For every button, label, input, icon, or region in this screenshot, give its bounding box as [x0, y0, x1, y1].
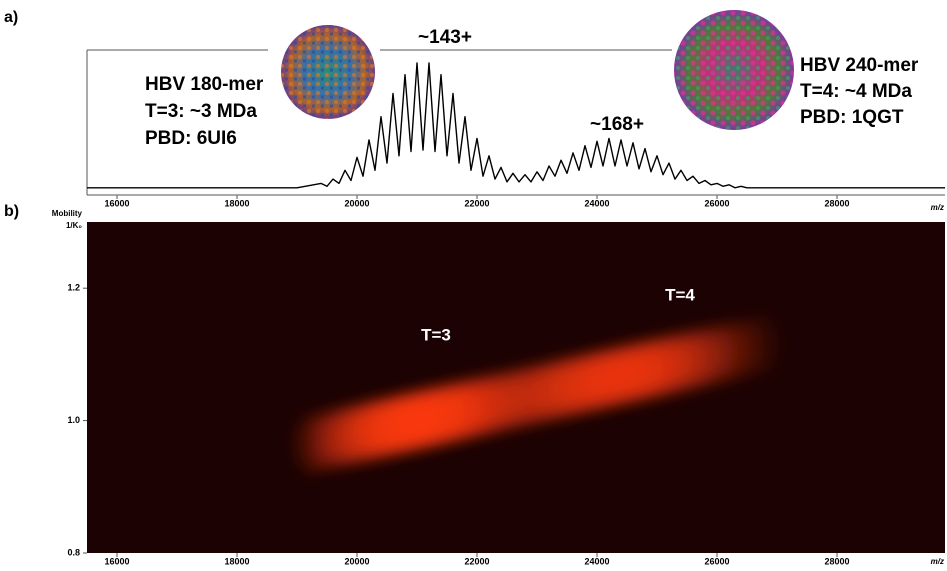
x-tick-label: 22000	[464, 198, 489, 208]
annotation: T=4: ~4 MDa	[800, 81, 912, 102]
annotation: ~168+	[590, 114, 644, 135]
x-tick-label: 24000	[584, 198, 609, 208]
annotation: PBD: 6UI6	[145, 128, 237, 149]
x-tick-label: 20000	[344, 556, 369, 566]
x-tick-label: 26000	[704, 556, 729, 566]
x-axis-label: m/z	[931, 557, 944, 566]
x-tick-label: 28000	[824, 198, 849, 208]
x-tick-label: 28000	[824, 556, 849, 566]
x-tick-label: 22000	[464, 556, 489, 566]
y-axis-label: 1/K₀	[66, 221, 82, 230]
x-tick-label: 26000	[704, 198, 729, 208]
annotation: PBD: 1QGT	[800, 107, 904, 128]
annotation: T=3	[421, 325, 451, 344]
y-axis-label: Mobility	[52, 209, 83, 218]
capsid-texture	[674, 10, 794, 130]
annotation: HBV 240-mer	[800, 55, 919, 76]
annotation: T=4	[665, 285, 695, 304]
density-blob	[745, 314, 779, 374]
annotation: ~143+	[418, 27, 472, 48]
x-tick-label: 18000	[224, 556, 249, 566]
annotation: HBV 180-mer	[145, 74, 264, 95]
figure: a) ~143+ ~168+ HBV 180-mer T=3: ~3 MDa P…	[0, 0, 947, 571]
y-tick-label: 0.8	[67, 547, 80, 557]
x-tick-label: 16000	[104, 198, 129, 208]
x-tick-label: 18000	[224, 198, 249, 208]
x-axis-label: m/z	[931, 203, 944, 212]
panel-label: b)	[4, 203, 19, 220]
annotation: T=3: ~3 MDa	[145, 101, 257, 122]
x-tick-label: 20000	[344, 198, 369, 208]
panel-label: a)	[4, 9, 18, 26]
capsid-texture	[281, 25, 375, 119]
x-tick-label: 24000	[584, 556, 609, 566]
x-tick-label: 16000	[104, 556, 129, 566]
y-tick-label: 1.2	[67, 283, 80, 293]
y-tick-label: 1.0	[67, 415, 80, 425]
